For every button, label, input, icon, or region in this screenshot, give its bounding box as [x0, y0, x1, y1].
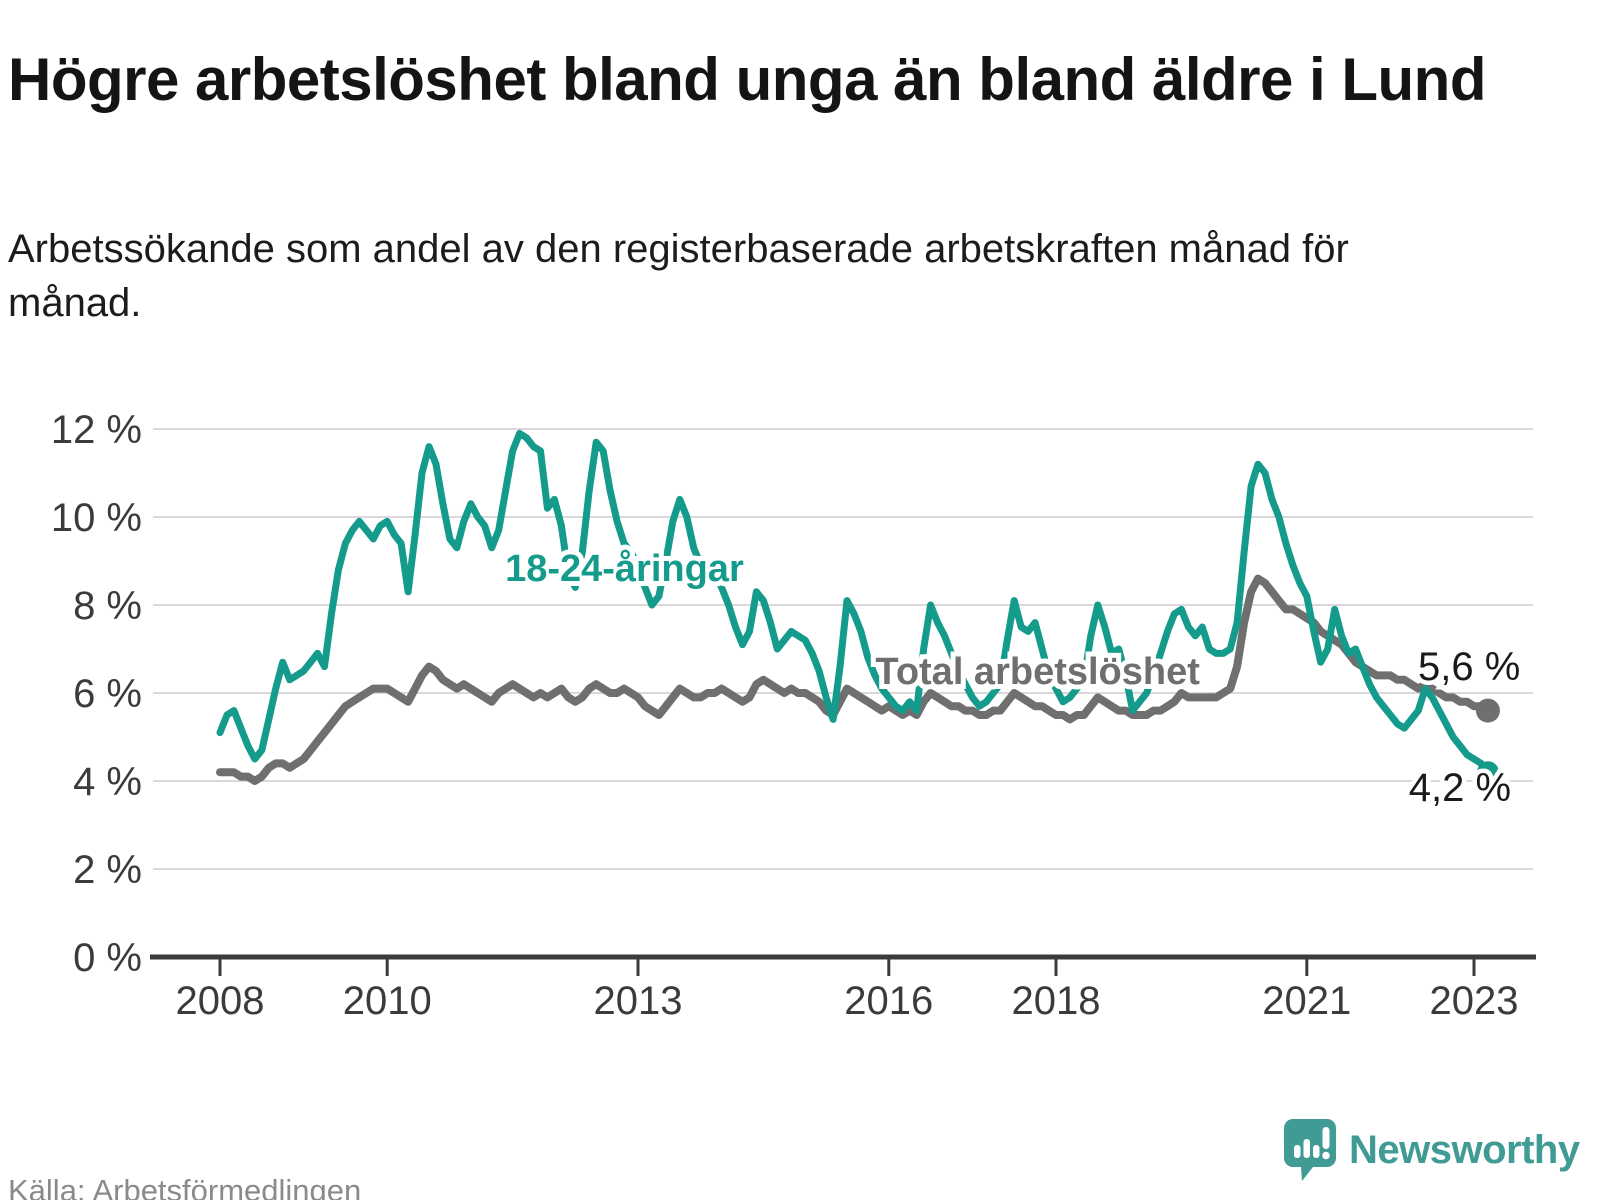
youth-label: 18-24-åringar	[505, 548, 744, 590]
y-axis-tick-label: 12 %	[51, 408, 142, 452]
total-end-value: 5,6 %	[1418, 645, 1520, 689]
y-axis-tick-label: 0 %	[73, 936, 142, 980]
chart-subtitle: Arbetssökande som andel av den registerb…	[8, 227, 1349, 325]
series-line-total	[216, 574, 1492, 785]
x-axis-tick-label: 2023	[1430, 979, 1519, 1023]
x-axis-tick-label: 2021	[1262, 979, 1351, 1023]
youth-end-value: 4,2 %	[1409, 766, 1511, 810]
x-axis-tick-label: 2018	[1012, 979, 1101, 1023]
x-axis-tick-label: 2016	[844, 979, 933, 1023]
newsworthy-icon	[1284, 1119, 1336, 1181]
y-axis-tick-label: 4 %	[73, 760, 142, 804]
source-note: Källa: Arbetsförmedlingen	[8, 1173, 362, 1200]
brand-name: Newsworthy	[1349, 1127, 1580, 1172]
x-axis-tick-label: 2013	[594, 979, 683, 1023]
y-axis-tick-label: 8 %	[73, 584, 142, 628]
y-axis-tick-label: 2 %	[73, 848, 142, 892]
series-end-dot-youth	[1476, 761, 1499, 784]
x-axis-tick-label: 2010	[343, 979, 432, 1023]
page-title: Högre arbetslöshet bland unga än bland ä…	[8, 46, 1487, 114]
brand-logo: Newsworthy	[1283, 1118, 1580, 1182]
y-axis-tick-label: 6 %	[73, 672, 142, 716]
total-label: Total arbetslöshet	[875, 651, 1200, 693]
series-end-dot-total	[1475, 698, 1500, 723]
series-line-youth	[216, 429, 1492, 776]
x-axis-tick-label: 2008	[176, 979, 265, 1023]
y-axis-tick-label: 10 %	[51, 496, 142, 540]
